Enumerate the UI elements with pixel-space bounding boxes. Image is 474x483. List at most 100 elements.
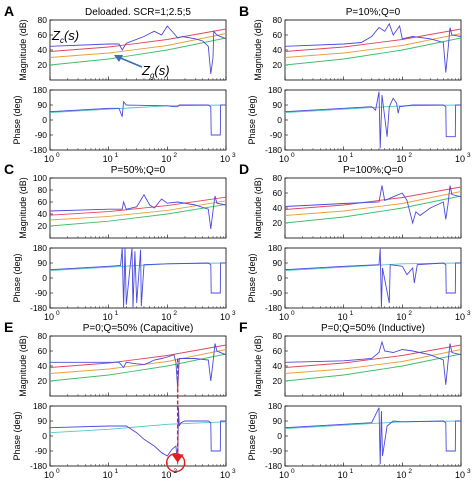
x-tick-label: 10 [279,470,289,480]
magnitude-series-blue [50,193,226,230]
phase-series-blue [285,407,461,465]
phase-tick-label: 180 [33,401,47,411]
magnitude-axes [284,19,462,81]
x-tick-exponent: 1 [115,152,119,159]
panel-label: C [4,161,14,177]
phase-ylabel: Phase (deg) [247,95,257,144]
zc-annotation: Zc(s) [51,28,79,45]
phase-ylabel: Phase (deg) [247,253,257,302]
panel-title: P=100%;Q=0 [343,165,403,176]
phase-axes [284,247,462,309]
phase-tick-label: 0 [42,273,47,283]
phase-series-blue [50,100,226,136]
x-tick-label: 10 [396,470,406,480]
magnitude-series-green [285,353,461,382]
mag-tick-label: 60 [273,30,283,40]
magnitude-series-red [50,344,226,368]
x-tick-label: 10 [161,470,171,480]
x-tick-label: 10 [455,154,465,164]
zg-arrow-head [114,55,123,62]
panel-f: F P=0;Q=50% (Inductive)20406080180900-90-… [239,319,471,480]
x-tick-exponent: 3 [232,152,236,159]
x-tick-exponent: 2 [173,310,177,317]
phase-tick-label: -90 [35,446,48,456]
x-tick-label: 10 [338,312,348,322]
x-tick-exponent: 0 [56,152,60,159]
panel-label: F [239,319,248,335]
mag-tick-label: 40 [273,45,283,55]
x-tick-label: 10 [103,154,113,164]
x-tick-label: 10 [455,312,465,322]
x-tick-label: 10 [279,312,289,322]
mag-tick-label: 40 [38,45,48,55]
x-tick-label: 10 [44,154,54,164]
mag-tick-label: 60 [38,30,48,40]
phase-tick-label: 90 [273,416,283,426]
phase-tick-label: 180 [33,85,47,95]
panel-label: B [239,3,249,19]
mag-tick-label: 100 [33,173,47,183]
x-tick-label: 10 [396,154,406,164]
x-tick-exponent: 1 [115,310,119,317]
magnitude-axes [284,177,462,239]
mag-tick-label: 80 [38,185,48,195]
phase-tick-label: 0 [42,431,47,441]
magnitude-axes [49,177,227,239]
phase-tick-label: 90 [38,100,48,110]
x-tick-label: 10 [161,154,171,164]
phase-tick-label: 90 [273,258,283,268]
x-tick-label: 10 [220,312,230,322]
mag-tick-label: 40 [273,203,283,213]
phase-tick-label: 90 [38,416,48,426]
magnitude-ylabel: Magnitude (dB) [253,177,263,239]
magnitude-series-blue [50,343,226,389]
panel-title: P=0;Q=50% (Capacitive) [83,323,194,334]
phase-tick-label: -90 [35,130,48,140]
phase-series-cyan [50,421,226,434]
x-tick-exponent: 3 [467,310,471,317]
x-tick-exponent: 3 [467,468,471,475]
x-tick-exponent: 0 [291,152,295,159]
magnitude-axes [284,335,462,397]
phase-series-blue [50,407,226,465]
phase-tick-label: -180 [30,461,47,471]
magnitude-series-green [50,37,226,66]
mag-tick-label: 60 [273,188,283,198]
x-tick-label: 10 [44,312,54,322]
phase-tick-label: -180 [265,461,282,471]
magnitude-axes [49,335,227,397]
mag-tick-label: 80 [273,331,283,341]
magnitude-series-orange [50,349,226,374]
resonance-arrow-head [171,454,184,463]
x-tick-label: 10 [338,154,348,164]
mag-tick-label: 40 [38,361,48,371]
x-tick-exponent: 0 [291,310,295,317]
magnitude-series-red [50,196,226,216]
x-tick-label: 10 [396,312,406,322]
magnitude-series-blue [50,25,226,75]
phase-axes [284,405,462,467]
phase-axes [49,247,227,309]
mag-tick-label: 60 [273,346,283,356]
zg-arrow-line [117,56,143,68]
phase-tick-label: 0 [277,115,282,125]
x-tick-exponent: 1 [350,468,354,475]
x-tick-exponent: 1 [350,310,354,317]
x-tick-exponent: 1 [115,468,119,475]
mag-tick-label: 60 [38,197,48,207]
phase-tick-label: -90 [270,446,283,456]
panel-c: C P=50%;Q=020406080100180900-90-180Magnit… [4,161,236,322]
phase-tick-label: 0 [277,273,282,283]
x-tick-exponent: 0 [56,310,60,317]
phase-ylabel: Phase (deg) [12,411,22,460]
mag-tick-label: 40 [38,209,48,219]
phase-tick-label: 180 [268,401,282,411]
magnitude-series-red [285,28,461,52]
magnitude-series-green [50,203,226,227]
panel-d: D P=100%;Q=020406080180900-90-180Magnitud… [239,161,471,322]
x-tick-label: 10 [338,470,348,480]
magnitude-series-orange [285,191,461,216]
mag-tick-label: 40 [273,361,283,371]
phase-tick-label: 0 [277,431,282,441]
magnitude-series-red [285,186,461,210]
